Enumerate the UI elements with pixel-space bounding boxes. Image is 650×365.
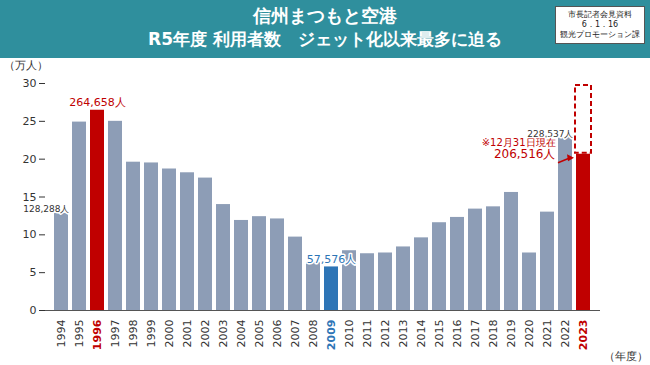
- svg-text:2002: 2002: [199, 320, 212, 348]
- svg-text:2022: 2022: [559, 320, 572, 348]
- svg-text:1998: 1998: [127, 320, 140, 348]
- svg-text:0: 0: [30, 304, 37, 317]
- html-text:R5年度 利用者数 ジェット化以来最多に迫る: R5年度 利用者数 ジェット化以来最多に迫る: [148, 29, 502, 49]
- svg-text:128,288人: 128,288人: [23, 204, 69, 214]
- svg-text:57,576人: 57,576人: [307, 253, 357, 266]
- svg-text:2013: 2013: [397, 320, 410, 348]
- svg-text:228,537人: 228,537人: [527, 128, 574, 139]
- svg-text:30: 30: [23, 77, 37, 90]
- svg-text:10: 10: [23, 228, 37, 241]
- svg-text:2004: 2004: [235, 320, 248, 348]
- html-text:観光プロモーション課: 観光プロモーション課: [560, 30, 640, 39]
- svg-text:2009: 2009: [325, 320, 338, 351]
- svg-text:2014: 2014: [415, 320, 428, 348]
- svg-text:（万人）: （万人）: [4, 59, 48, 72]
- svg-text:2019: 2019: [505, 320, 518, 348]
- svg-text:※12月31日現在: ※12月31日現在: [482, 137, 556, 148]
- svg-text:2008: 2008: [307, 320, 320, 348]
- svg-text:1996: 1996: [91, 319, 104, 350]
- svg-text:1997: 1997: [109, 320, 122, 348]
- svg-text:1994: 1994: [55, 320, 68, 348]
- svg-text:5: 5: [30, 266, 37, 279]
- svg-text:2011: 2011: [361, 320, 374, 348]
- svg-text:15: 15: [23, 191, 37, 204]
- svg-text:2000: 2000: [163, 320, 176, 348]
- svg-text:2006: 2006: [271, 320, 284, 348]
- html-text:信州まつもと空港: 信州まつもと空港: [253, 5, 397, 26]
- html-text:6．1．16: 6．1．16: [581, 20, 619, 29]
- svg-text:2015: 2015: [433, 320, 446, 348]
- svg-text:25: 25: [23, 115, 37, 128]
- svg-text:2016: 2016: [451, 320, 464, 348]
- svg-text:2001: 2001: [181, 320, 194, 348]
- html-text:市長記者会見資料: 市長記者会見資料: [568, 10, 632, 19]
- svg-text:2007: 2007: [289, 320, 302, 348]
- svg-text:2005: 2005: [253, 320, 266, 348]
- svg-text:2003: 2003: [217, 320, 230, 348]
- svg-text:2020: 2020: [523, 320, 536, 348]
- svg-text:2023: 2023: [577, 320, 590, 351]
- svg-text:2012: 2012: [379, 320, 392, 348]
- svg-text:2021: 2021: [541, 320, 554, 348]
- svg-text:264,658人: 264,658人: [69, 96, 126, 109]
- svg-text:2017: 2017: [469, 320, 482, 348]
- svg-text:2010: 2010: [343, 320, 356, 348]
- svg-text:2018: 2018: [487, 320, 500, 348]
- svg-text:1999: 1999: [145, 320, 158, 348]
- svg-text:（年度）: （年度）: [604, 350, 648, 363]
- svg-text:1995: 1995: [73, 320, 86, 348]
- svg-text:206,516人: 206,516人: [494, 147, 556, 161]
- svg-text:20: 20: [23, 153, 37, 166]
